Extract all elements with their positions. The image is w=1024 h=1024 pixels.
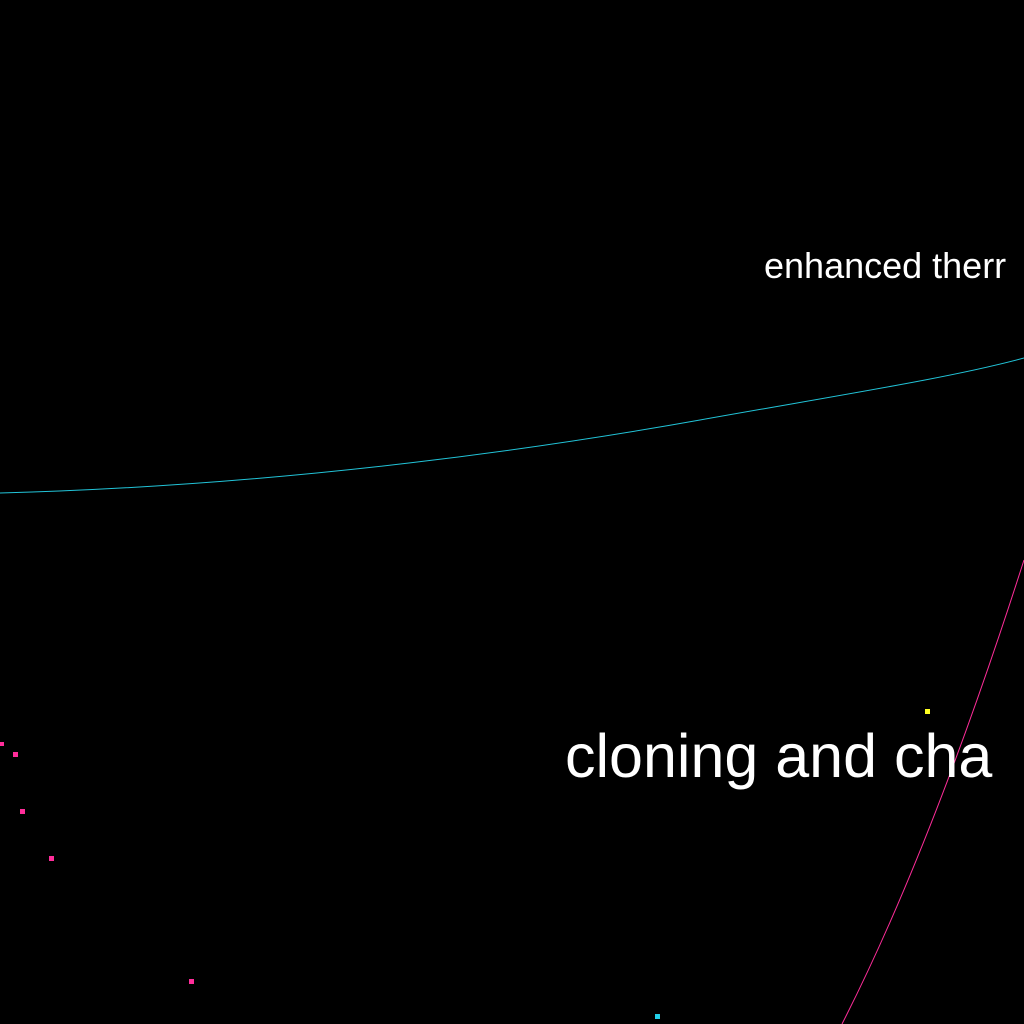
- pink-dot: [49, 856, 54, 861]
- node-label-lower: cloning and cha: [565, 722, 993, 790]
- pink-dot: [189, 979, 194, 984]
- pink-dot: [0, 742, 4, 746]
- pink-dot: [13, 752, 18, 757]
- node-label-upper: enhanced therr: [764, 245, 1007, 286]
- cyan-dot: [655, 1014, 660, 1019]
- pink-curve: [841, 559, 1024, 1024]
- cyan-curve: [0, 357, 1024, 494]
- yellow-dot: [925, 709, 930, 714]
- pink-dot: [20, 809, 25, 814]
